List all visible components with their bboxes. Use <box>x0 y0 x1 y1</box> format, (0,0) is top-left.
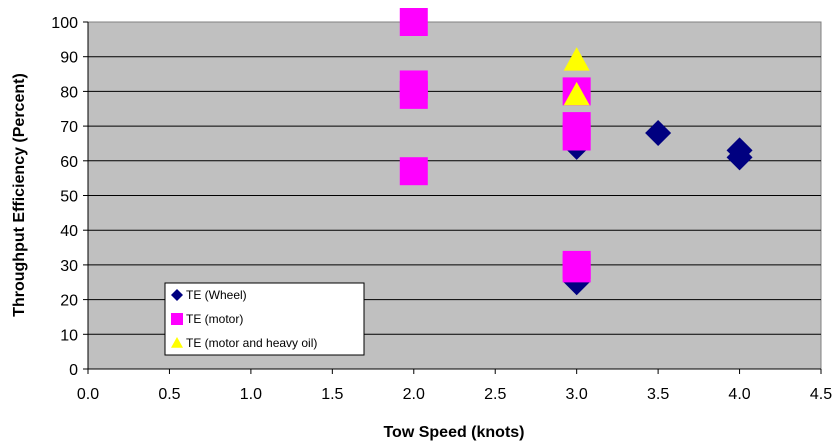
y-tick-label: 70 <box>60 119 78 136</box>
legend-marker-triangle <box>171 337 183 348</box>
legend-marker-diamond <box>171 289 183 301</box>
x-tick-label: 2.5 <box>484 386 506 403</box>
x-tick-label: 4.5 <box>810 386 832 403</box>
square-point <box>562 254 591 283</box>
y-tick-label: 90 <box>60 50 78 67</box>
x-axis-title: Tow Speed (knots) <box>383 424 524 441</box>
diamond-point <box>726 144 753 171</box>
x-tick-label: 2.0 <box>403 386 425 403</box>
y-tick-label: 60 <box>60 154 78 171</box>
legend-box <box>164 282 365 356</box>
legend: TE (Wheel) TE (motor) TE (motor and heavy … <box>164 282 365 356</box>
triangle-point <box>563 47 590 71</box>
x-tick-labels: 0.0 0.5 1.0 1.5 2.0 2.5 3.0 3.5 4.0 4.5 <box>77 369 832 403</box>
y-axis-title: Throughput Efficiency (Percent) <box>11 73 28 317</box>
x-tick-label: 3.0 <box>566 386 588 403</box>
series-square <box>399 8 591 283</box>
y-tick-label: 10 <box>60 327 78 344</box>
x-tick-label: 0.5 <box>158 386 180 403</box>
y-tick-label: 20 <box>60 293 78 310</box>
square-point <box>399 80 428 109</box>
square-point <box>562 122 591 151</box>
square-point <box>399 157 428 186</box>
series-triangle <box>563 47 590 106</box>
x-tick-label: 0.0 <box>77 386 99 403</box>
y-tick-label: 50 <box>60 189 78 206</box>
diamond-point <box>645 120 672 147</box>
y-tick-labels: 0 10 20 30 40 50 60 70 80 90 100 <box>51 15 88 379</box>
x-tick-label: 4.0 <box>728 386 750 403</box>
triangle-point <box>563 81 590 106</box>
legend-marker-square <box>171 313 183 325</box>
square-point <box>399 8 428 36</box>
x-tick-label: 3.5 <box>647 386 669 403</box>
legend-label: TE (Wheel) <box>186 288 247 302</box>
legend-label: TE (motor) <box>186 312 243 326</box>
legend-label: TE (motor and heavy oil) <box>186 336 317 350</box>
data-marks <box>399 8 753 296</box>
x-tick-label: 1.0 <box>240 386 262 403</box>
y-tick-label: 40 <box>60 223 78 240</box>
y-tick-label: 0 <box>69 362 78 379</box>
x-tick-label: 1.5 <box>321 386 343 403</box>
y-tick-label: 30 <box>60 258 78 275</box>
y-tick-label: 80 <box>60 84 78 101</box>
y-tick-label: 100 <box>51 15 78 32</box>
